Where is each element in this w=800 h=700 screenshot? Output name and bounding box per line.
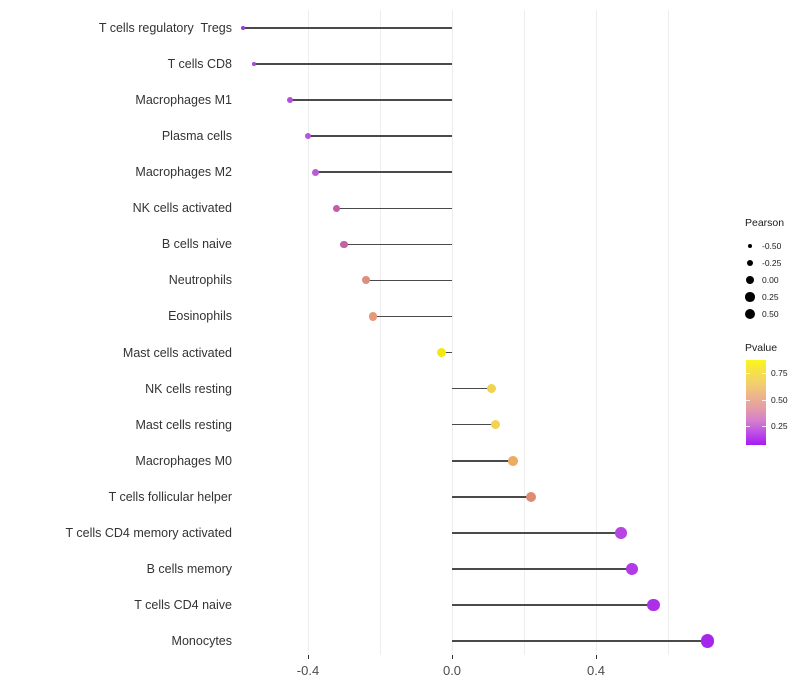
- lollipop-dot: [368, 312, 377, 321]
- lollipop-stem: [290, 99, 452, 101]
- legend-pearson-label: 0.00: [762, 275, 779, 285]
- x-axis-tick-label: 0.4: [586, 663, 606, 678]
- y-axis-label: Neutrophils: [168, 273, 232, 288]
- gridline: [523, 10, 525, 655]
- lollipop-stem: [243, 27, 452, 29]
- lollipop-stem: [452, 604, 654, 606]
- x-axis-tick: [595, 655, 597, 659]
- pvalue-colorbar-tick: [762, 373, 766, 374]
- lollipop-dot: [436, 348, 446, 358]
- pvalue-colorbar-tick: [746, 399, 750, 401]
- lollipop-stem: [452, 640, 708, 642]
- legend-pvalue-label: 0.50: [771, 394, 788, 405]
- legend-pvalue-label: 0.75: [771, 368, 788, 378]
- y-axis-label: NK cells activated: [132, 201, 232, 216]
- lollipop-dot: [700, 634, 715, 648]
- lollipop-dot: [241, 26, 246, 30]
- y-axis-label: T cells CD4 naive: [134, 597, 232, 612]
- lollipop-stem: [452, 387, 492, 390]
- legend-pearson-dot: [747, 243, 753, 249]
- lollipop-dot: [286, 97, 294, 104]
- lollipop-dot: [526, 491, 537, 502]
- lollipop-dot: [615, 527, 627, 539]
- y-axis-label: Mast cells resting: [135, 417, 232, 432]
- lollipop-stem: [452, 459, 514, 462]
- lollipop-stem: [452, 532, 622, 534]
- y-axis-label: B cells memory: [146, 561, 232, 576]
- lollipop-stem: [344, 243, 452, 246]
- legend-pearson-label: -0.50: [762, 241, 782, 251]
- lollipop-dot: [486, 383, 497, 394]
- pvalue-colorbar-tick: [746, 426, 750, 427]
- lollipop-dot: [361, 276, 370, 285]
- y-axis-label: Plasma cells: [161, 129, 232, 144]
- lollipop-stem: [372, 315, 452, 318]
- gridline: [451, 10, 453, 655]
- lollipop-dot: [251, 61, 257, 67]
- gridline: [379, 10, 381, 655]
- lollipop-stem: [365, 279, 452, 282]
- pvalue-colorbar-tick: [746, 373, 750, 374]
- x-axis-tick-label: -0.4: [296, 663, 320, 678]
- lollipop-stem: [336, 207, 452, 210]
- lollipop-dot: [626, 563, 638, 575]
- lollipop-stem: [452, 495, 532, 498]
- legend-pearson-dot: [746, 259, 754, 267]
- gridline: [595, 10, 597, 655]
- lollipop-stem: [452, 568, 632, 570]
- legend-pearson-title: Pearson: [745, 217, 785, 229]
- lollipop-dot: [333, 204, 341, 212]
- y-axis-label: Macrophages M2: [135, 165, 232, 180]
- x-axis-tick: [307, 655, 309, 659]
- y-axis-label: Mast cells activated: [122, 345, 232, 360]
- lollipop-dot: [508, 455, 519, 466]
- y-axis-label: Eosinophils: [168, 309, 232, 324]
- gridline: [667, 10, 669, 655]
- lollipop-stem: [452, 423, 496, 426]
- y-axis-label: T cells CD8: [167, 57, 232, 72]
- lollipop-dot: [311, 168, 319, 176]
- lollipop-stem: [315, 171, 452, 174]
- y-axis-label: NK cells resting: [145, 381, 232, 396]
- legend-pvalue-label: 0.25: [771, 421, 788, 431]
- pvalue-colorbar-tick: [762, 399, 766, 401]
- legend-pearson-dot: [745, 275, 755, 285]
- y-axis-label: Monocytes: [171, 634, 232, 649]
- legend-pvalue-title: Pvalue: [745, 342, 778, 354]
- y-axis-label: T cells follicular helper: [108, 489, 232, 504]
- x-axis-tick-label: 0.0: [442, 663, 462, 678]
- gridline: [307, 10, 309, 655]
- lollipop-dot: [647, 598, 660, 612]
- lollipop-stem: [441, 351, 452, 354]
- lollipop-stem: [254, 63, 452, 65]
- y-axis-label: B cells naive: [161, 237, 232, 252]
- pvalue-colorbar: [746, 360, 766, 445]
- y-axis-label: Macrophages M0: [135, 453, 232, 468]
- y-axis-label: Macrophages M1: [135, 93, 232, 108]
- lollipop-dot: [340, 240, 348, 249]
- lollipop-dot: [304, 132, 312, 140]
- lollipop-stem: [308, 135, 452, 137]
- y-axis-label: T cells regulatory Tregs: [98, 21, 232, 35]
- legend-pearson-label: -0.25: [762, 258, 782, 268]
- legend-pearson-dot: [744, 308, 756, 320]
- lollipop-dot: [490, 419, 500, 430]
- legend-pearson-dot: [745, 292, 755, 302]
- legend-pearson-label: 0.50: [762, 309, 779, 319]
- pvalue-colorbar-tick: [762, 426, 766, 427]
- legend-pearson-label: 0.25: [762, 292, 779, 302]
- x-axis-tick: [451, 655, 453, 659]
- y-axis-label: T cells CD4 memory activated: [65, 525, 233, 540]
